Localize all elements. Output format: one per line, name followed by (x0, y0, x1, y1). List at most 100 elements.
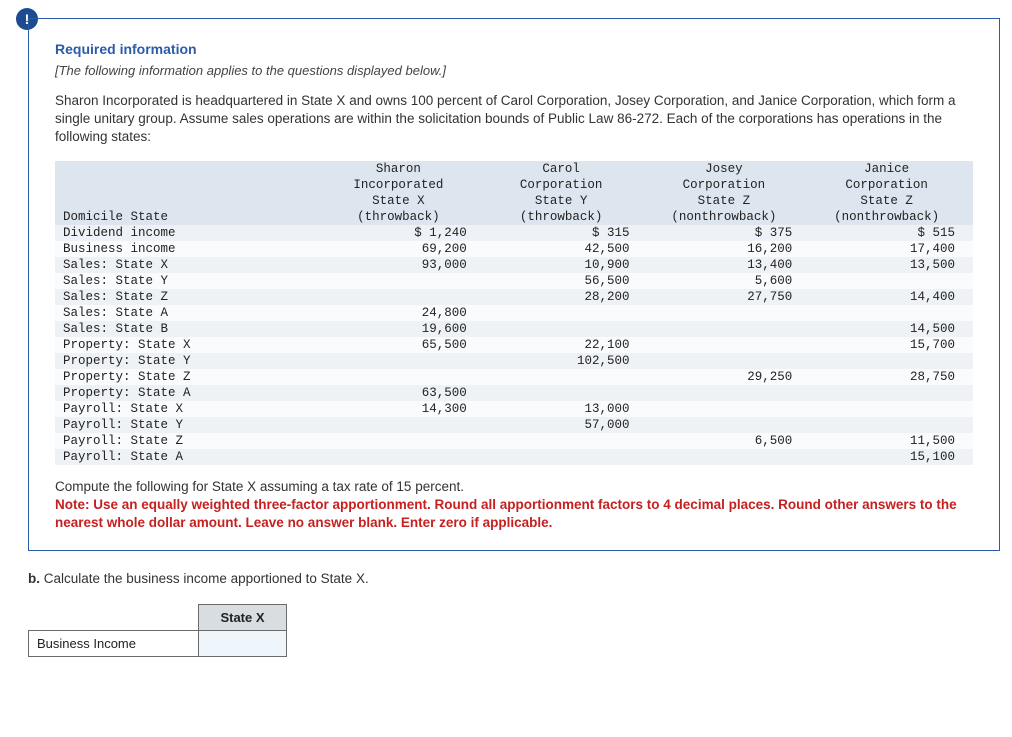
header-label-cell (55, 161, 322, 177)
data-cell: $ 315 (485, 225, 648, 241)
data-cell: 11,500 (810, 433, 973, 449)
data-cell (485, 385, 648, 401)
data-cell: 13,000 (485, 401, 648, 417)
data-cell (485, 321, 648, 337)
data-cell: 19,600 (322, 321, 485, 337)
data-cell: 28,750 (810, 369, 973, 385)
data-cell (810, 417, 973, 433)
data-cell (322, 273, 485, 289)
header-cell: Josey (648, 161, 811, 177)
data-cell: 5,600 (648, 273, 811, 289)
header-cell: Janice (810, 161, 973, 177)
row-label-cell: Property: State X (55, 337, 322, 353)
header-cell: Corporation (485, 177, 648, 193)
data-cell (810, 401, 973, 417)
data-cell (322, 449, 485, 465)
data-cell: 6,500 (648, 433, 811, 449)
header-cell: (throwback) (322, 209, 485, 225)
data-cell: 93,000 (322, 257, 485, 273)
data-cell: 14,500 (810, 321, 973, 337)
data-cell (648, 337, 811, 353)
row-label-cell: Dividend income (55, 225, 322, 241)
header-cell: (throwback) (485, 209, 648, 225)
data-cell (648, 417, 811, 433)
data-cell: 22,100 (485, 337, 648, 353)
row-label-cell: Payroll: State Z (55, 433, 322, 449)
answer-input-cell (199, 631, 287, 657)
question-b-prefix: b. (28, 571, 40, 586)
data-cell: $ 515 (810, 225, 973, 241)
header-cell: Corporation (648, 177, 811, 193)
data-cell (810, 385, 973, 401)
note-red: Note: Use an equally weighted three-fact… (55, 496, 973, 532)
data-cell (322, 353, 485, 369)
header-label-cell (55, 177, 322, 193)
row-label-cell: Sales: State Z (55, 289, 322, 305)
row-label-cell: Sales: State A (55, 305, 322, 321)
table-header-row: IncorporatedCorporationCorporationCorpor… (55, 177, 973, 193)
header-label-cell (55, 193, 322, 209)
answer-col-header: State X (199, 605, 287, 631)
data-cell: 16,200 (648, 241, 811, 257)
answer-row-label: Business Income (29, 631, 199, 657)
data-cell (810, 353, 973, 369)
data-cell (322, 417, 485, 433)
data-cell: 29,250 (648, 369, 811, 385)
data-cell: 69,200 (322, 241, 485, 257)
required-info-title: Required information (55, 41, 973, 57)
data-cell: 42,500 (485, 241, 648, 257)
data-cell (485, 369, 648, 385)
table-row: Sales: State X93,00010,90013,40013,500 (55, 257, 973, 273)
data-cell: 15,100 (810, 449, 973, 465)
question-card: Required information [The following info… (28, 18, 1000, 551)
data-cell: 17,400 (810, 241, 973, 257)
data-cell (810, 273, 973, 289)
compute-instruction: Compute the following for State X assumi… (55, 479, 973, 494)
data-cell (322, 369, 485, 385)
header-cell: State Z (810, 193, 973, 209)
table-row: Payroll: State Z 6,50011,500 (55, 433, 973, 449)
header-cell: State Z (648, 193, 811, 209)
table-row: Sales: State A24,800 (55, 305, 973, 321)
table-row: Property: State A63,500 (55, 385, 973, 401)
data-cell: 27,750 (648, 289, 811, 305)
applies-note: [The following information applies to th… (55, 63, 973, 78)
table-row: Payroll: State X14,30013,000 (55, 401, 973, 417)
data-cell: 56,500 (485, 273, 648, 289)
data-cell: 13,500 (810, 257, 973, 273)
data-cell (485, 305, 648, 321)
question-b-text: Calculate the business income apportione… (40, 571, 369, 586)
table-row: Dividend income$ 1,240$ 315$ 375$ 515 (55, 225, 973, 241)
header-cell: Sharon (322, 161, 485, 177)
header-cell: Incorporated (322, 177, 485, 193)
row-label-cell: Sales: State B (55, 321, 322, 337)
answer-corner (29, 605, 199, 631)
row-label-cell: Sales: State X (55, 257, 322, 273)
data-cell: 63,500 (322, 385, 485, 401)
table-header-row: SharonCarolJoseyJanice (55, 161, 973, 177)
data-cell (322, 289, 485, 305)
header-cell: Carol (485, 161, 648, 177)
row-label-cell: Property: State A (55, 385, 322, 401)
table-row: Property: State Z29,25028,750 (55, 369, 973, 385)
data-cell (485, 449, 648, 465)
data-cell (648, 305, 811, 321)
data-cell: 13,400 (648, 257, 811, 273)
data-cell (648, 353, 811, 369)
data-cell: 14,300 (322, 401, 485, 417)
header-cell: (nonthrowback) (648, 209, 811, 225)
table-row: Sales: State Y56,5005,600 (55, 273, 973, 289)
table-row: Payroll: State Y57,000 (55, 417, 973, 433)
business-income-input[interactable] (199, 631, 286, 656)
data-cell: $ 375 (648, 225, 811, 241)
row-label-cell: Payroll: State A (55, 449, 322, 465)
header-cell: State X (322, 193, 485, 209)
data-table: SharonCarolJoseyJaniceIncorporatedCorpor… (55, 161, 973, 465)
data-cell (648, 401, 811, 417)
header-cell: Corporation (810, 177, 973, 193)
data-cell: 14,400 (810, 289, 973, 305)
table-header-row: State XState YState ZState Z (55, 193, 973, 209)
data-cell (810, 305, 973, 321)
table-row: Property: State Y102,500 (55, 353, 973, 369)
data-cell (648, 449, 811, 465)
